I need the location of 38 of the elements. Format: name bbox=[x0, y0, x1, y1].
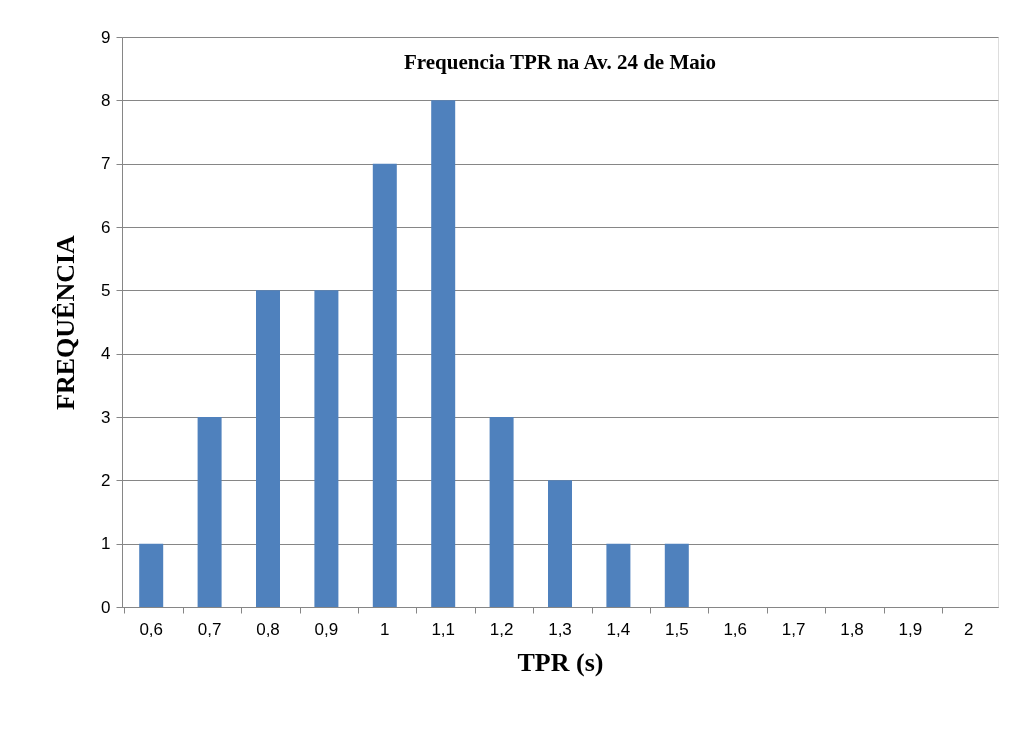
bar bbox=[548, 480, 572, 607]
x-tick-label: 1,8 bbox=[840, 619, 864, 639]
x-tick-label: 1,5 bbox=[664, 619, 689, 639]
x-tick-label: 0,6 bbox=[139, 619, 164, 639]
bar bbox=[431, 100, 456, 607]
x-tick-label: 1,4 bbox=[606, 619, 631, 639]
bar bbox=[256, 290, 280, 607]
bar bbox=[139, 543, 164, 607]
y-tick-label: 8 bbox=[101, 90, 111, 110]
y-tick-label: 9 bbox=[101, 27, 111, 47]
x-tick-label: 1 bbox=[380, 619, 390, 639]
y-tick-label: 7 bbox=[101, 154, 111, 174]
bar bbox=[489, 417, 514, 607]
bar bbox=[314, 290, 339, 607]
x-tick-label: 1,6 bbox=[723, 619, 748, 639]
y-tick-label: 4 bbox=[101, 344, 111, 364]
x-tick-label: 1,3 bbox=[548, 619, 572, 639]
x-tick-label: 1,7 bbox=[781, 619, 806, 639]
y-tick-label: 2 bbox=[101, 470, 111, 490]
x-axis-title: TPR (s) bbox=[517, 647, 604, 677]
x-tick-label: 1,2 bbox=[489, 619, 514, 639]
text: Frequencia TPR na Av. 24 de Maio bbox=[403, 50, 717, 74]
bar bbox=[664, 543, 689, 607]
bar bbox=[606, 543, 631, 607]
y-tick-label: 1 bbox=[101, 534, 111, 554]
y-tick-label: 3 bbox=[101, 407, 111, 427]
x-tick-label: 0,7 bbox=[197, 619, 222, 639]
y-axis-title: FREQUÊNCIA bbox=[51, 234, 81, 410]
bar bbox=[197, 417, 222, 607]
x-tick-label: 0,9 bbox=[314, 619, 339, 639]
x-tick-label: 1,9 bbox=[898, 619, 923, 639]
bar bbox=[372, 163, 397, 607]
y-tick-label: 0 bbox=[101, 597, 111, 617]
y-tick-label: 6 bbox=[101, 217, 111, 237]
y-tick-label: 5 bbox=[101, 280, 111, 300]
x-tick-label: 0,8 bbox=[256, 619, 280, 639]
x-tick-label: 1,1 bbox=[431, 619, 456, 639]
x-tick-label: 2 bbox=[964, 619, 974, 639]
